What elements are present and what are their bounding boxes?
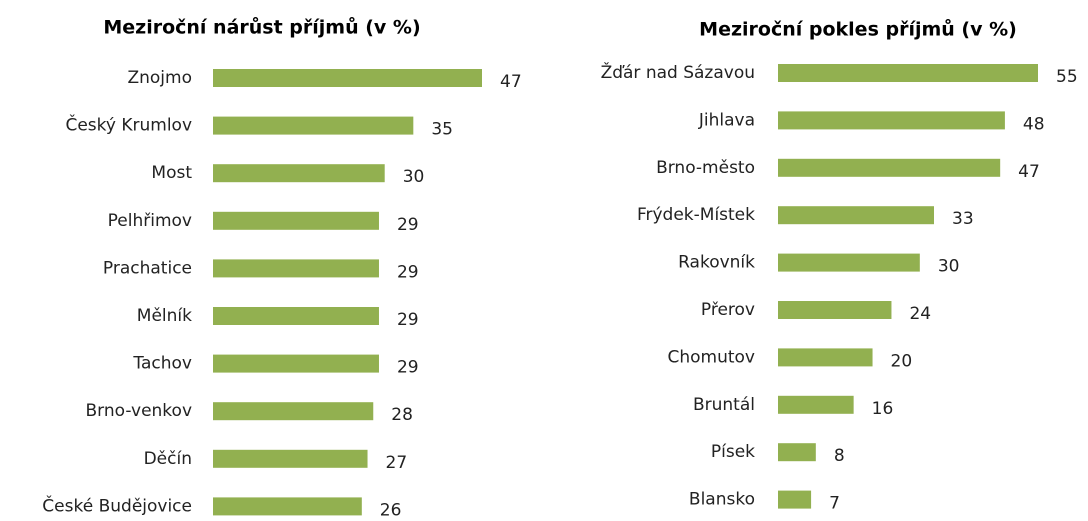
category-label: Pelhřimov [108,211,192,231]
category-label: Písek [711,442,755,462]
bar [778,301,892,319]
category-label: Český Krumlov [65,114,192,136]
bar [778,395,854,414]
bar [213,164,385,183]
bar [778,158,1001,177]
category-label: Brno-venkov [85,401,192,421]
category-label: Znojmo [127,68,192,88]
value-label: 27 [386,453,408,473]
category-label: Rakovník [678,253,755,273]
bar [778,443,816,462]
category-label: České Budějovice [42,494,192,516]
category-label: Jihlava [698,110,755,130]
category-label: Bruntál [693,395,755,415]
bar [213,211,379,230]
chart-title: Meziroční nárůst příjmů (v %) [103,16,420,39]
value-label: 29 [397,310,419,330]
category-label: Most [151,163,192,183]
value-label: 20 [891,351,913,371]
category-label: Blansko [689,490,755,510]
category-label: Přerov [701,300,755,320]
value-label: 30 [403,167,425,187]
bar [778,253,920,272]
category-label: Žďár nad Sázavou [601,61,755,83]
bar [778,348,873,367]
value-label: 29 [397,215,419,235]
category-label: Frýdek-Místek [637,205,755,225]
category-label: Mělník [137,306,192,326]
value-label: 7 [829,494,840,514]
bar [213,307,379,325]
value-label: 16 [872,399,894,419]
chart-title: Meziroční pokles příjmů (v %) [699,18,1017,41]
category-label: Tachov [132,354,192,374]
bar [778,111,1005,130]
bar [213,449,368,468]
category-label: Prachatice [103,258,192,278]
value-label: 24 [909,304,931,324]
value-label: 47 [1018,162,1040,182]
bar [213,69,482,87]
value-label: 8 [834,446,845,466]
bar [213,354,379,373]
value-label: 48 [1023,114,1045,134]
bar [213,402,374,421]
bar [778,64,1038,82]
category-label: Chomutov [667,347,755,367]
bar [213,497,362,516]
bar [213,116,414,135]
value-label: 29 [397,358,419,378]
value-label: 26 [380,500,402,520]
value-label: 47 [500,72,522,92]
value-label: 35 [431,120,453,140]
value-label: 29 [397,262,419,282]
bar [213,259,379,278]
value-label: 30 [938,257,960,277]
value-label: 28 [391,405,413,425]
category-label: Děčín [144,449,192,469]
category-label: Brno-město [656,158,755,178]
bar [778,206,934,225]
bar [778,490,812,509]
value-label: 33 [952,209,974,229]
value-label: 55 [1056,67,1078,87]
